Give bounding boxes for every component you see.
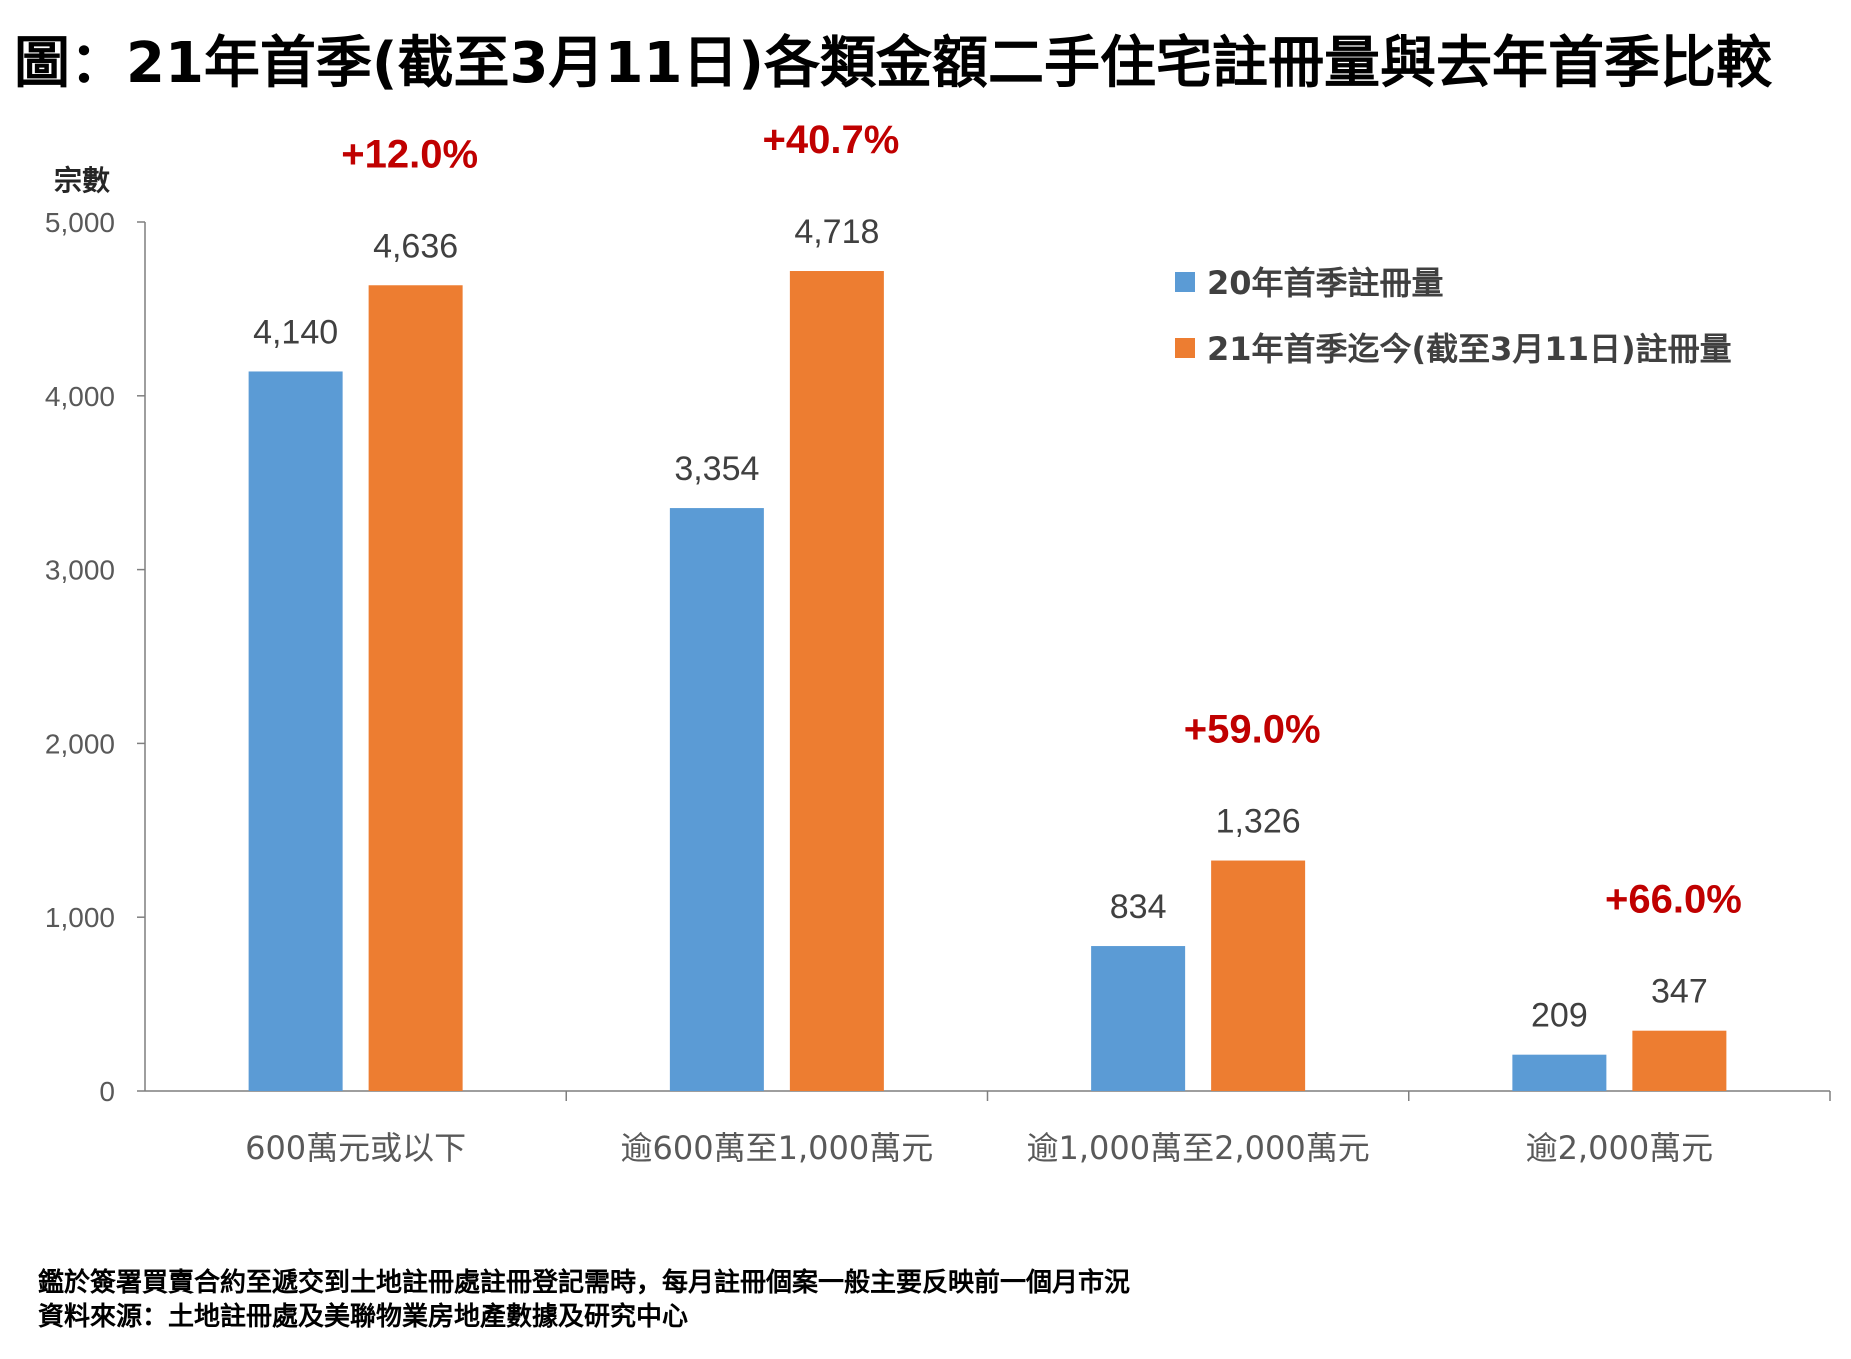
x-category-label: 逾2,000萬元 <box>1526 1129 1714 1167</box>
data-label: 1,326 <box>1216 803 1301 841</box>
bar-series-2021 <box>368 285 463 1092</box>
chart-axes: 0 1,000 2,000 3,000 4,000 5,000 宗數 <box>45 164 1831 1107</box>
y-tick-label: 5,000 <box>45 207 115 238</box>
legend-label: 21年首季迄今(截至3月11日)註冊量 <box>1207 330 1732 368</box>
data-label: 3,354 <box>674 450 759 488</box>
change-label: +40.7% <box>762 118 899 162</box>
chart-labels: 4,140 4,636 +12.0% 600萬元或以下 3,354 4,718 +40.7%… <box>245 118 1742 1167</box>
legend-swatch <box>1175 338 1195 358</box>
x-category-label: 600萬元或以下 <box>245 1129 466 1167</box>
y-tick-label: 0 <box>99 1076 115 1107</box>
y-tick-label: 3,000 <box>45 555 115 586</box>
bar-series-2021 <box>1632 1030 1727 1091</box>
bar-series-2020 <box>1512 1054 1607 1091</box>
data-label: 834 <box>1110 888 1167 926</box>
footnote-source: 資料來源：土地註冊處及美聯物業房地產數據及研究中心 <box>38 1302 689 1332</box>
y-tick-label: 2,000 <box>45 728 115 759</box>
data-label: 4,140 <box>253 313 338 351</box>
x-category-label: 逾600萬至1,000萬元 <box>621 1129 934 1167</box>
bar-series-2021 <box>789 271 884 1091</box>
bar-series-2021 <box>1211 860 1306 1091</box>
chart-legend: 20年首季註冊量 21年首季迄今(截至3月11日)註冊量 <box>1175 264 1732 368</box>
data-label: 347 <box>1651 973 1708 1011</box>
data-label: 209 <box>1531 997 1588 1035</box>
change-label: +66.0% <box>1605 878 1742 922</box>
y-tick-label: 1,000 <box>45 902 115 933</box>
chart-title: 圖：21年首季(截至3月11日)各類金額二手住宅註冊量與去年首季比較 <box>14 31 1773 96</box>
bar-series-2020 <box>248 371 343 1091</box>
change-label: +59.0% <box>1184 708 1321 752</box>
chart-bars <box>248 271 1727 1092</box>
change-label: +12.0% <box>341 132 478 176</box>
bar-series-2020 <box>669 508 764 1091</box>
footnote-note: 鑑於簽署買賣合約至遞交到土地註冊處註冊登記需時，每月註冊個案一般主要反映前一個月… <box>38 1268 1131 1298</box>
y-tick-label: 4,000 <box>45 381 115 412</box>
data-label: 4,718 <box>794 213 879 251</box>
legend-label: 20年首季註冊量 <box>1207 264 1444 302</box>
footnotes: 鑑於簽署買賣合約至遞交到土地註冊處註冊登記需時，每月註冊個案一般主要反映前一個月… <box>38 1266 1130 1334</box>
y-axis-title: 宗數 <box>54 164 110 197</box>
legend-swatch <box>1175 272 1195 292</box>
data-label: 4,636 <box>373 227 458 265</box>
x-category-label: 逾1,000萬至2,000萬元 <box>1027 1129 1370 1167</box>
bar-series-2020 <box>1091 946 1186 1091</box>
